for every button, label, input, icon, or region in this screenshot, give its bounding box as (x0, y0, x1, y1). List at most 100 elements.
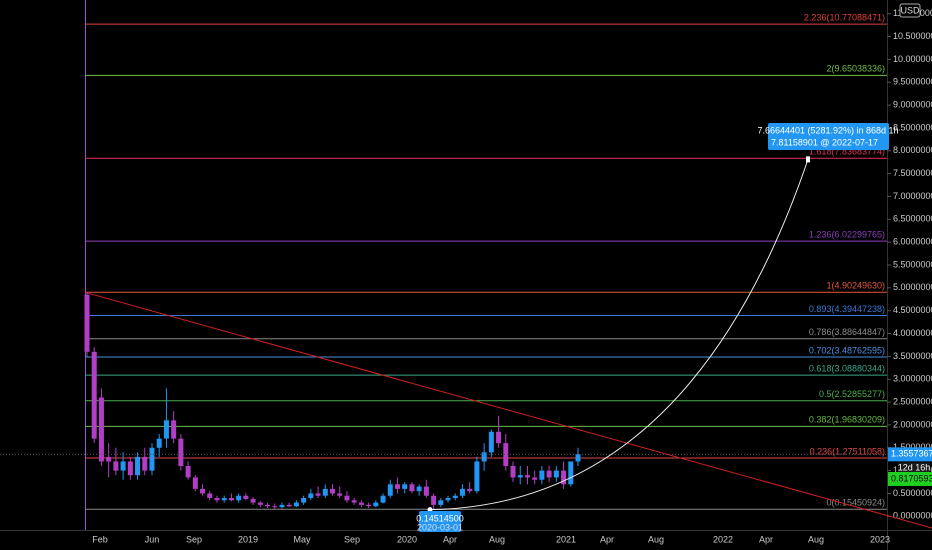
trend-line (84, 291, 932, 529)
fib-label: 0.893(4.39447238) (809, 304, 885, 314)
fib-label: 2.236(10.77088471) (804, 13, 885, 23)
projection-title: 7.66644401 (5281.92%) in 868d 1h (757, 125, 898, 135)
candle-body (156, 438, 162, 448)
y-tick-label: 0.00000000 (893, 511, 932, 521)
x-tick-label: Sep (344, 534, 360, 544)
x-tick-label: Jun (145, 534, 160, 544)
start-date: 2020-03-01 (417, 522, 463, 532)
candle-body (250, 498, 256, 503)
candle-body (308, 493, 314, 499)
start-point (427, 507, 433, 513)
last-price: 1.35573676 (891, 449, 932, 459)
fib-label: 2(9.65038336) (826, 64, 885, 74)
y-tick-label: 7.50000000 (893, 168, 932, 178)
candle-body (553, 470, 559, 478)
x-tick-label: 2019 (238, 534, 258, 544)
y-tick-label: 6.00000000 (893, 237, 932, 247)
countdown: 12d 16h (898, 463, 931, 473)
candle-body (163, 420, 169, 439)
candle-body (351, 500, 357, 503)
end-point (806, 156, 810, 163)
y-tick-label: 6.50000000 (893, 214, 932, 224)
candle-body (402, 484, 408, 489)
candle-body (149, 447, 155, 471)
y-tick-label: 9.50000000 (893, 77, 932, 87)
y-tick-label: 0.50000000 (893, 488, 932, 498)
candle-body (409, 484, 415, 492)
candle-body (192, 477, 198, 489)
candle-body (416, 486, 422, 492)
fib-label: 0.236(1.27511058) (810, 446, 885, 456)
candle-body (423, 486, 429, 496)
candle-body (265, 504, 271, 507)
x-tick-label: Aug (808, 534, 824, 544)
y-tick-label: 9.00000000 (893, 99, 932, 109)
candle-body (344, 495, 350, 501)
candle-body (135, 456, 141, 476)
candle-body (91, 351, 97, 439)
x-tick-label: Feb (92, 534, 108, 544)
y-tick-label: 4.50000000 (893, 305, 932, 315)
fib-label: 0.786(3.88644847) (809, 327, 885, 337)
candle-body (452, 495, 458, 499)
candle-body (98, 397, 104, 462)
candle-body (481, 452, 487, 462)
fib-label: 0.702(3.48762595) (809, 345, 885, 355)
currency-badge (899, 3, 921, 18)
marker-price: 0.81705936 (891, 473, 932, 483)
candle-body (84, 294, 90, 352)
candle-body (474, 461, 480, 492)
x-tick-label: 2023 (870, 534, 890, 544)
candle-body (243, 495, 249, 499)
candle-body (431, 495, 437, 505)
candle-body (120, 461, 126, 471)
x-tick-label: 2020 (397, 534, 417, 544)
y-tick-label: 3.00000000 (893, 374, 932, 384)
candle-body (330, 488, 335, 494)
candle-body (200, 488, 206, 494)
x-tick-label: 2021 (556, 534, 576, 544)
candle-body (279, 504, 285, 508)
candle-body (228, 498, 234, 501)
candle-body (358, 502, 364, 505)
candle-body (467, 488, 473, 492)
y-tick-label: 8.00000000 (893, 145, 932, 155)
x-tick-label: Apr (600, 534, 614, 544)
start-box (419, 511, 461, 532)
candle-body (178, 438, 184, 467)
last-price-badge (888, 447, 932, 462)
candle-body (221, 498, 227, 501)
candle-body (113, 461, 119, 471)
candle-body (257, 502, 263, 505)
candle-body (337, 493, 343, 496)
fib-label: 0.5(2.52855277) (819, 389, 885, 399)
y-tick-label: 3.50000000 (893, 351, 932, 361)
y-tick-label: 7.00000000 (893, 191, 932, 201)
x-tick-label: May (293, 534, 311, 544)
candle-body (575, 454, 581, 462)
x-tick-label: Aug (648, 534, 664, 544)
candle-body (524, 475, 530, 478)
x-tick-label: Sep (186, 534, 202, 544)
candle-body (561, 470, 567, 485)
projection-box (768, 123, 889, 150)
candle-body (503, 443, 509, 467)
candle-body (315, 493, 321, 496)
candle-body (517, 475, 523, 478)
candle-body (322, 488, 328, 496)
candle-body (106, 456, 112, 462)
candle-body (380, 495, 386, 503)
y-tick-label: 8.50000000 (893, 122, 932, 132)
candle-body (539, 470, 545, 480)
y-tick-label: 5.00000000 (893, 282, 932, 292)
y-tick-label: 10.5000000 (893, 31, 932, 41)
fib-label: 1(4.90249630) (826, 281, 885, 291)
candle-body (207, 493, 213, 499)
candle-body (127, 461, 133, 476)
x-tick-label: Apr (759, 534, 773, 544)
fib-label: 0.618(3.08880344) (809, 364, 885, 374)
candle-body (459, 488, 465, 496)
y-tick-label: 1.50000000 (893, 442, 932, 452)
